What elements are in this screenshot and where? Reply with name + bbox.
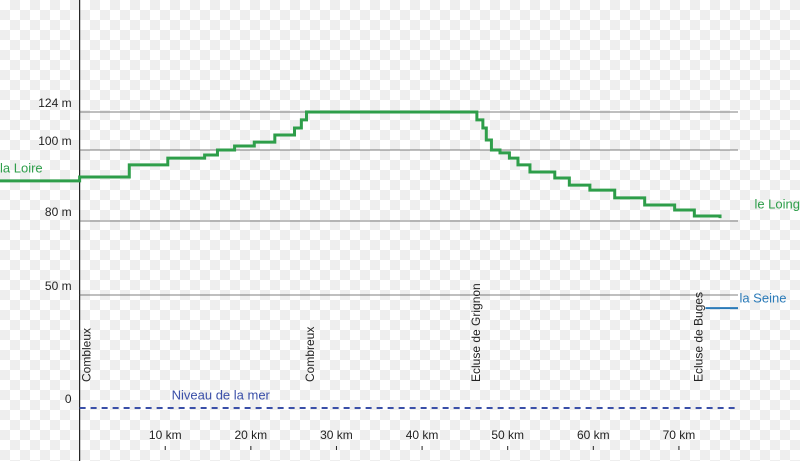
x-tick-label: 70 km	[663, 428, 696, 442]
x-tick-label: 60 km	[577, 428, 610, 442]
annotation: Combreux	[303, 327, 317, 382]
y-tick-label: 0	[65, 392, 72, 406]
y-tick-label: 80 m	[45, 205, 72, 219]
x-tick-label: 10 km	[149, 428, 182, 442]
x-tick-label: 50 km	[491, 428, 524, 442]
x-tick-label: 30 km	[320, 428, 353, 442]
annotation: Ecluse de Grignon	[469, 283, 483, 382]
series-label: la Seine	[739, 291, 786, 306]
annotation: le Loing	[754, 196, 800, 211]
y-tick-label: 124 m	[38, 96, 71, 110]
x-tick-label: 40 km	[406, 428, 439, 442]
series-label: Niveau de la mer	[172, 387, 271, 402]
annotation: Ecluse de Buges	[692, 292, 706, 382]
series-line	[0, 110, 722, 219]
y-tick-label: 100 m	[38, 134, 71, 148]
y-tick-label: 50 m	[45, 279, 72, 293]
annotation: Combleux	[79, 328, 93, 382]
annotation: la Loire	[0, 160, 43, 175]
x-tick-label: 20 km	[235, 428, 268, 442]
